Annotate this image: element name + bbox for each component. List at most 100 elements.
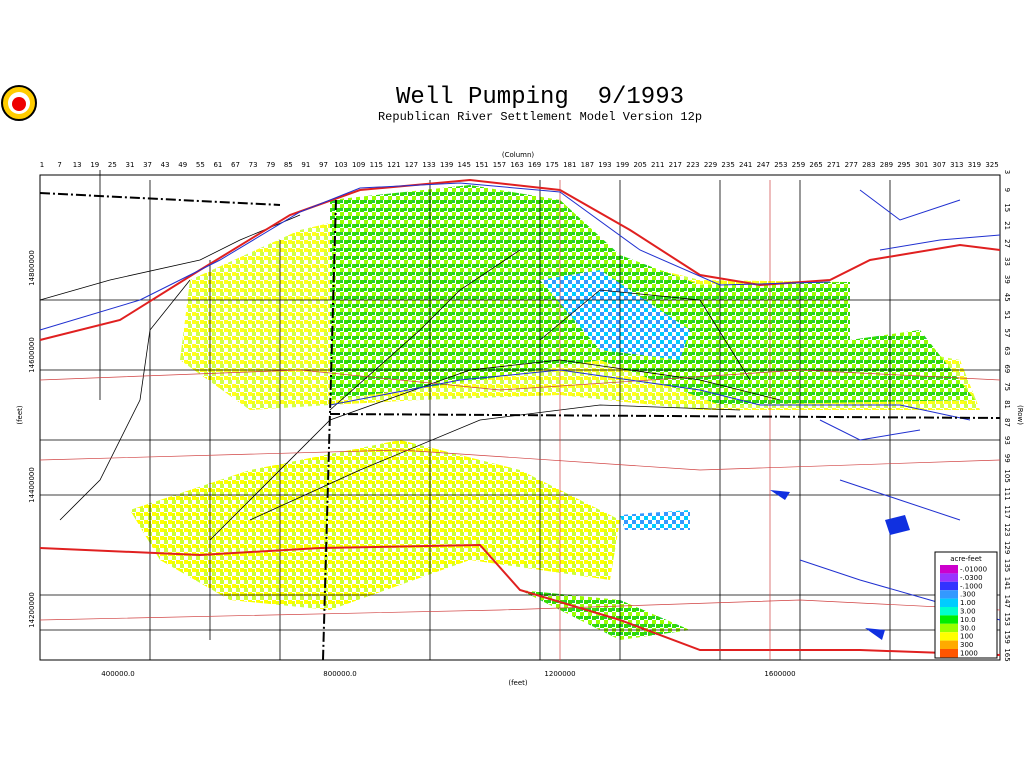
column-label: 43 [161,161,170,169]
legend-swatch [940,632,958,641]
legend-label: 3.00 [960,608,976,616]
legend-swatch [940,607,958,616]
title: Well Pumping 9/1993 [396,84,684,111]
row-label: 153 [1003,613,1011,626]
map-area [39,170,1001,661]
row-label: 21 [1003,221,1011,230]
y-axis-title: (feet) [16,405,24,425]
column-label: 271 [827,161,840,169]
row-title: (Row) [1016,405,1024,425]
subtitle: Republican River Settlement Model Versio… [378,110,702,124]
column-label: 13 [73,161,82,169]
row-label: 123 [1003,523,1011,536]
column-label: 103 [334,161,347,169]
column-label: 25 [108,161,117,169]
column-label: 91 [301,161,310,169]
legend-label: 10.0 [960,616,976,624]
logo [1,85,37,121]
row-label: 87 [1003,418,1011,427]
column-label: 211 [651,161,664,169]
row-label: 45 [1003,293,1011,302]
column-title: (Column) [502,151,535,159]
column-label: 139 [440,161,453,169]
row-label: 105 [1003,469,1011,482]
legend-swatch [940,581,958,591]
column-label: 1 [40,161,44,169]
legend-swatch [940,598,958,607]
row-label: 63 [1003,346,1011,355]
x-label: 1600000 [764,670,795,678]
row-label: 99 [1003,454,1011,463]
row-label: 81 [1003,400,1011,409]
column-label: 295 [897,161,910,169]
column-label: 205 [633,161,646,169]
column-label: 79 [266,161,275,169]
column-label: 223 [686,161,699,169]
column-label: 163 [510,161,523,169]
legend-label: .300 [960,591,976,599]
column-label: 319 [968,161,981,169]
column-label: 181 [563,161,576,169]
row-label: 33 [1003,257,1011,266]
row-label: 75 [1003,382,1011,391]
column-label: 169 [528,161,541,169]
column-label: 325 [985,161,998,169]
column-label: 115 [370,161,383,169]
column-label: 49 [178,161,187,169]
column-label: 7 [57,161,61,169]
legend-label: -.1000 [960,582,983,590]
column-label: 283 [862,161,875,169]
column-label: 97 [319,161,328,169]
legend-label: 300 [960,641,973,649]
legend-label: -.0300 [960,574,983,582]
column-label: 187 [581,161,594,169]
column-label: 157 [493,161,506,169]
row-label: 147 [1003,595,1011,608]
row-label: 159 [1003,630,1011,643]
legend-swatch [940,590,958,599]
column-label: 247 [757,161,770,169]
legend-swatch [940,573,958,582]
row-label: 93 [1003,436,1011,445]
row-label: 15 [1003,203,1011,212]
row-label: 51 [1003,311,1011,320]
column-label: 235 [721,161,734,169]
column-label: 193 [598,161,611,169]
row-label: 3 [1003,170,1011,174]
column-label: 19 [90,161,99,169]
column-label: 121 [387,161,400,169]
x-axis-title: (feet) [508,679,528,687]
y-label: 14800000 [28,250,36,286]
legend-label: 100 [960,633,973,641]
column-label: 85 [284,161,293,169]
y-label: 14600000 [28,337,36,373]
row-label: 39 [1003,275,1011,284]
row-label: 27 [1003,239,1011,248]
column-label: 133 [422,161,435,169]
column-label: 199 [616,161,629,169]
column-label: 37 [143,161,152,169]
row-label: 9 [1003,188,1011,192]
column-label: 241 [739,161,752,169]
column-label: 217 [669,161,682,169]
column-label: 277 [845,161,858,169]
legend-swatch [940,615,958,624]
row-label: 165 [1003,648,1011,661]
row-label: 141 [1003,577,1011,590]
column-label: 265 [809,161,822,169]
column-label: 313 [950,161,963,169]
row-label: 129 [1003,541,1011,554]
legend-title: acre-feet [950,555,982,563]
x-label: 800000.0 [323,670,356,678]
column-label: 229 [704,161,717,169]
x-label: 1200000 [544,670,575,678]
column-label: 145 [458,161,471,169]
column-label: 253 [774,161,787,169]
legend: acre-feet -.01000-.0300-.1000.3001.003.0… [934,551,998,659]
row-label: 57 [1003,329,1011,338]
column-label: 307 [933,161,946,169]
column-label: 289 [880,161,893,169]
legend-swatch [940,565,958,574]
legend-label: -.01000 [960,566,987,574]
